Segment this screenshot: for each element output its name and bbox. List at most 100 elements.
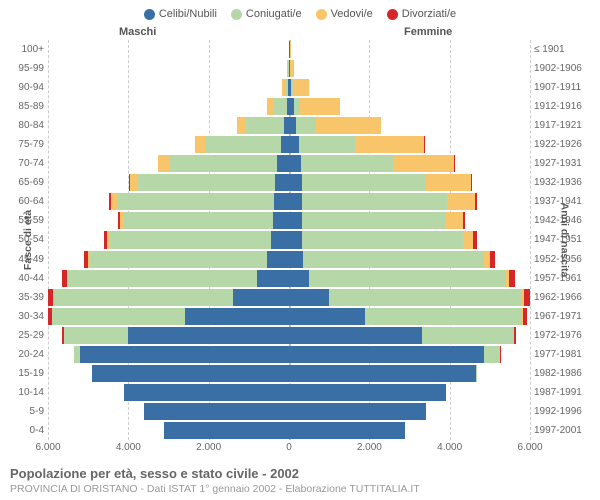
bar-segment [289,365,476,382]
bar-segment [302,212,447,229]
bar-row [289,40,530,59]
legend-label: Celibi/Nubili [159,8,217,20]
birth-year-label: 1902-1906 [530,59,594,78]
birth-year-label: 1977-1981 [530,345,594,364]
birth-year-label: 1992-1996 [530,402,594,421]
label-female: Femmine [404,26,452,38]
bar-row [289,97,530,116]
stacked-bar [289,98,340,115]
bar-segment [205,136,281,153]
bar-segment [302,193,447,210]
bar-row [289,288,530,307]
bar-segment [185,308,289,325]
birth-year-label: 1922-1926 [530,135,594,154]
stacked-bar [289,60,294,77]
stacked-bar [289,193,477,210]
bar-row [48,326,289,345]
bar-row [289,211,530,230]
age-label: 85-89 [4,97,48,116]
bar-segment [289,346,484,363]
bar-segment [463,212,466,229]
stacked-bar [118,212,289,229]
legend-swatch [144,9,155,20]
bar-row [48,364,289,383]
bar-segment [302,174,427,191]
bar-row [289,269,530,288]
legend: Celibi/NubiliConiugati/eVedovi/eDivorzia… [4,8,596,20]
stacked-bar [289,212,465,229]
bar-row [48,288,289,307]
bar-row [289,383,530,402]
age-label: 25-29 [4,326,48,345]
legend-label: Vedovi/e [331,8,373,20]
bar-segment [293,79,309,96]
age-label: 10-14 [4,383,48,402]
bar-segment [296,117,316,134]
stacked-bar [62,327,289,344]
stacked-bar [289,231,477,248]
stacked-bar [289,308,527,325]
bar-row [48,307,289,326]
stacked-bar [289,79,309,96]
stacked-bar [289,327,516,344]
bar-segment [274,193,289,210]
stacked-bar [84,251,289,268]
birth-year-label: 1982-1986 [530,364,594,383]
bar-segment [128,327,289,344]
bar-segment [509,270,515,287]
stacked-bar [124,384,289,401]
bar-segment [300,98,340,115]
birth-year-label: 1962-1966 [530,288,594,307]
bar-row [289,402,530,421]
age-label: 5-9 [4,402,48,421]
bar-segment [64,327,128,344]
stacked-bar [48,289,289,306]
age-label: 80-84 [4,116,48,135]
birth-year-label: 1997-2001 [530,421,594,440]
legend-swatch [316,9,327,20]
bar-segment [289,270,309,287]
x-tick-label: 4.000 [437,442,462,453]
bar-segment [514,327,516,344]
bar-segment [289,289,329,306]
bar-segment [303,251,484,268]
bar-segment [299,136,355,153]
age-label: 30-34 [4,307,48,326]
bar-row [48,383,289,402]
bar-row [48,345,289,364]
y-axis-label-left: Fasce di età [22,210,34,270]
bar-segment [80,346,289,363]
bar-segment [289,136,299,153]
bar-row [289,173,530,192]
x-tick-label: 6.000 [517,442,542,453]
stacked-bar [289,422,405,439]
age-label: 65-69 [4,173,48,192]
stacked-bar [158,155,289,172]
bar-row [48,192,289,211]
bar-segment [233,289,289,306]
bar-segment [289,327,422,344]
bar-row [289,364,530,383]
bar-segment [309,270,506,287]
bar-row [48,211,289,230]
stacked-bar [289,346,500,363]
stacked-bar [289,41,290,58]
bar-segment [289,384,446,401]
bar-segment [273,212,289,229]
bar-row [289,421,530,440]
gender-labels: Maschi Femmine [4,26,596,40]
bar-row [48,421,289,440]
birth-year-label: 1917-1921 [530,116,594,135]
bar-row [289,78,530,97]
stacked-bar [289,117,381,134]
bar-segment [289,251,303,268]
bar-segment [237,117,246,134]
legend-label: Coniugati/e [246,8,302,20]
bar-row [48,97,289,116]
bar-segment [271,231,289,248]
bar-segment [138,174,275,191]
bar-row [48,154,289,173]
bar-segment [195,136,205,153]
stacked-bar [289,365,476,382]
bar-segment [289,155,301,172]
